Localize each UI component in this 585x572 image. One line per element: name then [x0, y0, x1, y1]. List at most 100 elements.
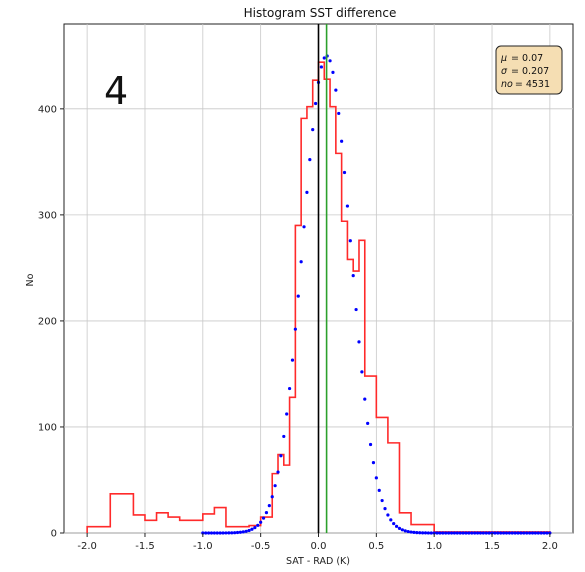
- fit-point: [403, 529, 407, 533]
- fit-point: [230, 531, 234, 535]
- fit-point: [536, 531, 540, 535]
- fit-point: [429, 531, 433, 535]
- y-tick-label: 0: [51, 529, 57, 540]
- fit-point: [519, 531, 523, 535]
- stats-sigma: σ = 0.207: [501, 66, 549, 77]
- fit-point: [305, 190, 309, 195]
- fit-point: [334, 88, 338, 92]
- fit-point: [250, 527, 254, 531]
- fit-point: [467, 531, 471, 535]
- fit-point: [423, 531, 428, 535]
- fit-point: [235, 530, 240, 535]
- fit-point: [447, 531, 451, 535]
- fit-point: [487, 531, 491, 535]
- fit-point: [539, 531, 543, 535]
- fit-point: [308, 158, 312, 162]
- fit-point: [493, 531, 497, 535]
- fit-point: [473, 531, 477, 535]
- y-tick-label: 400: [38, 104, 57, 115]
- fit-point: [241, 530, 245, 534]
- fit-point: [458, 531, 462, 535]
- fit-point: [374, 476, 378, 480]
- fit-point: [276, 470, 280, 474]
- fit-point: [496, 531, 500, 535]
- fit-point: [525, 531, 529, 535]
- x-tick-label: 0.0: [311, 541, 327, 552]
- reference-lines: [317, 24, 328, 533]
- fit-point: [389, 518, 393, 522]
- fit-point: [256, 523, 260, 527]
- fit-point: [224, 531, 228, 535]
- fit-point: [215, 531, 219, 535]
- panel-label: 4: [104, 69, 128, 113]
- fit-point: [233, 531, 237, 535]
- fit-point: [452, 531, 457, 535]
- fit-point: [259, 520, 263, 524]
- fit-point: [533, 531, 538, 535]
- fit-point: [273, 484, 277, 488]
- stats-no: no = 4531: [501, 79, 550, 90]
- fit-point: [426, 531, 430, 535]
- fit-point: [253, 526, 257, 530]
- fit-point: [270, 495, 274, 499]
- x-tick-label: -0.5: [251, 541, 271, 552]
- x-tick-label: 0.5: [368, 541, 384, 552]
- fit-point: [513, 531, 517, 535]
- chart-title: Histogram SST difference: [244, 6, 397, 20]
- fit-point: [415, 531, 419, 535]
- fit-point: [501, 531, 506, 535]
- fit-point: [340, 139, 344, 143]
- stats-mu: μ = 0.07: [500, 53, 543, 64]
- fit-point: [438, 531, 442, 535]
- fit-point: [204, 531, 208, 535]
- x-tick-label: -2.0: [77, 541, 97, 552]
- fit-point: [368, 442, 373, 447]
- fit-point: [209, 531, 214, 535]
- fit-point: [397, 526, 402, 530]
- fit-point: [522, 531, 526, 535]
- fit-point: [227, 531, 231, 535]
- fit-point: [507, 531, 511, 535]
- fit-point: [264, 511, 269, 515]
- fit-point: [212, 531, 216, 535]
- stats-box: μ = 0.07 σ = 0.207 no = 4531: [495, 45, 563, 95]
- fit-point: [441, 531, 445, 535]
- fit-point: [282, 434, 286, 439]
- fit-point: [383, 507, 387, 511]
- fit-point: [528, 531, 532, 535]
- fit-point: [504, 531, 509, 535]
- fit-point: [285, 412, 289, 416]
- fit-point: [545, 531, 549, 535]
- fit-point: [322, 56, 326, 60]
- x-tick-label: 1.5: [484, 541, 500, 552]
- fit-point: [484, 531, 488, 535]
- x-tick-label: 2.0: [542, 541, 558, 552]
- stats-box-bg: [495, 45, 563, 95]
- fit-point: [299, 260, 303, 264]
- fit-point: [296, 294, 300, 298]
- fit-point: [499, 531, 503, 535]
- fit-point: [392, 521, 396, 526]
- fit-point: [363, 397, 367, 401]
- stats-no-value: = 4531: [515, 79, 550, 90]
- fit-point: [290, 358, 295, 362]
- fit-point: [475, 531, 480, 535]
- fit-point: [516, 531, 520, 535]
- fit-point: [481, 531, 485, 535]
- fit-point: [542, 531, 546, 535]
- fit-point: [345, 204, 350, 208]
- fit-point: [470, 531, 474, 535]
- fit-point: [421, 531, 425, 535]
- fit-point: [464, 531, 468, 535]
- fit-point: [279, 454, 283, 458]
- fit-point: [351, 274, 355, 278]
- stats-mu-value: = 0.07: [511, 53, 543, 64]
- fit-point: [293, 327, 297, 331]
- gaussian-fit: [201, 54, 552, 535]
- fit-point: [478, 531, 483, 535]
- fit-point: [337, 111, 341, 116]
- y-tick-label: 200: [38, 316, 57, 327]
- histogram-step-line: [86, 61, 551, 533]
- fit-point: [412, 530, 416, 534]
